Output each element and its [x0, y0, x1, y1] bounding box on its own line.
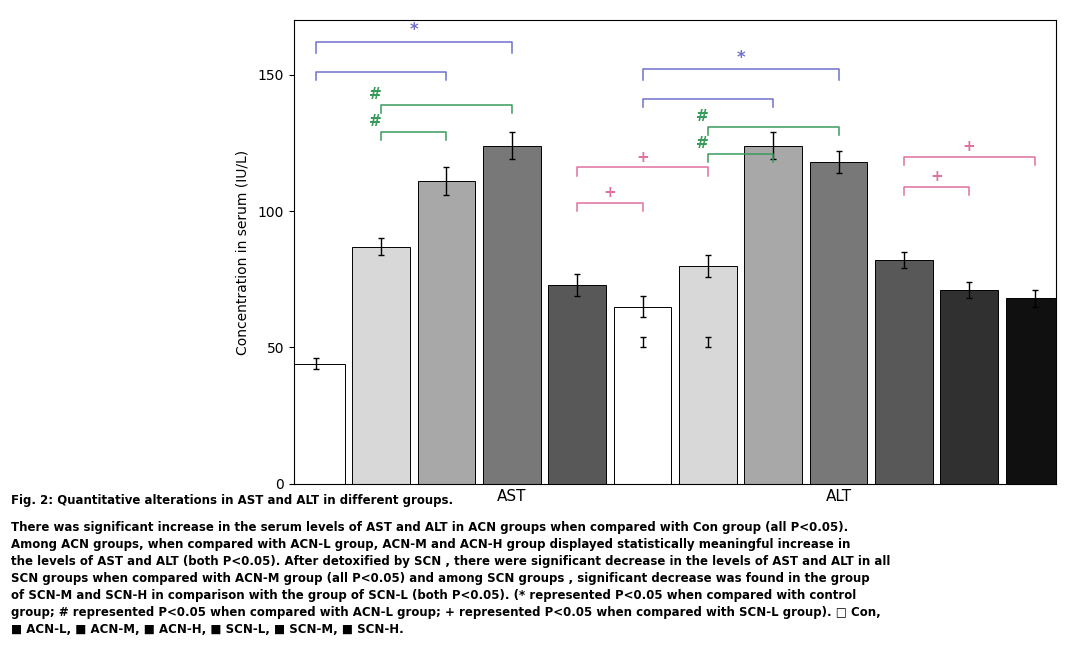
- Text: *: *: [736, 48, 745, 67]
- Bar: [614, 306, 671, 484]
- Bar: [353, 247, 409, 484]
- Bar: [549, 285, 605, 484]
- Bar: [745, 146, 802, 484]
- Bar: [941, 290, 998, 484]
- Bar: [614, 342, 671, 484]
- Bar: [680, 342, 736, 484]
- Bar: [876, 260, 932, 484]
- Bar: [1006, 298, 1063, 484]
- Bar: [287, 364, 344, 484]
- Text: #: #: [369, 114, 382, 129]
- Text: There was significant increase in the serum levels of AST and ALT in ACN groups : There was significant increase in the se…: [11, 521, 891, 636]
- Y-axis label: Concentration in serum (IU/L): Concentration in serum (IU/L): [235, 149, 249, 355]
- Bar: [418, 181, 475, 484]
- Bar: [484, 146, 540, 484]
- Text: +: +: [603, 185, 616, 200]
- Text: +: +: [963, 139, 976, 154]
- Text: Fig. 2: Quantitative alterations in AST and ALT in different groups.: Fig. 2: Quantitative alterations in AST …: [11, 494, 453, 507]
- Bar: [810, 162, 867, 484]
- Text: *: *: [409, 22, 418, 39]
- Text: #: #: [696, 109, 709, 124]
- Text: +: +: [930, 169, 943, 184]
- Text: #: #: [369, 87, 382, 102]
- Text: +: +: [636, 150, 649, 165]
- Text: #: #: [696, 136, 709, 151]
- Bar: [680, 265, 736, 484]
